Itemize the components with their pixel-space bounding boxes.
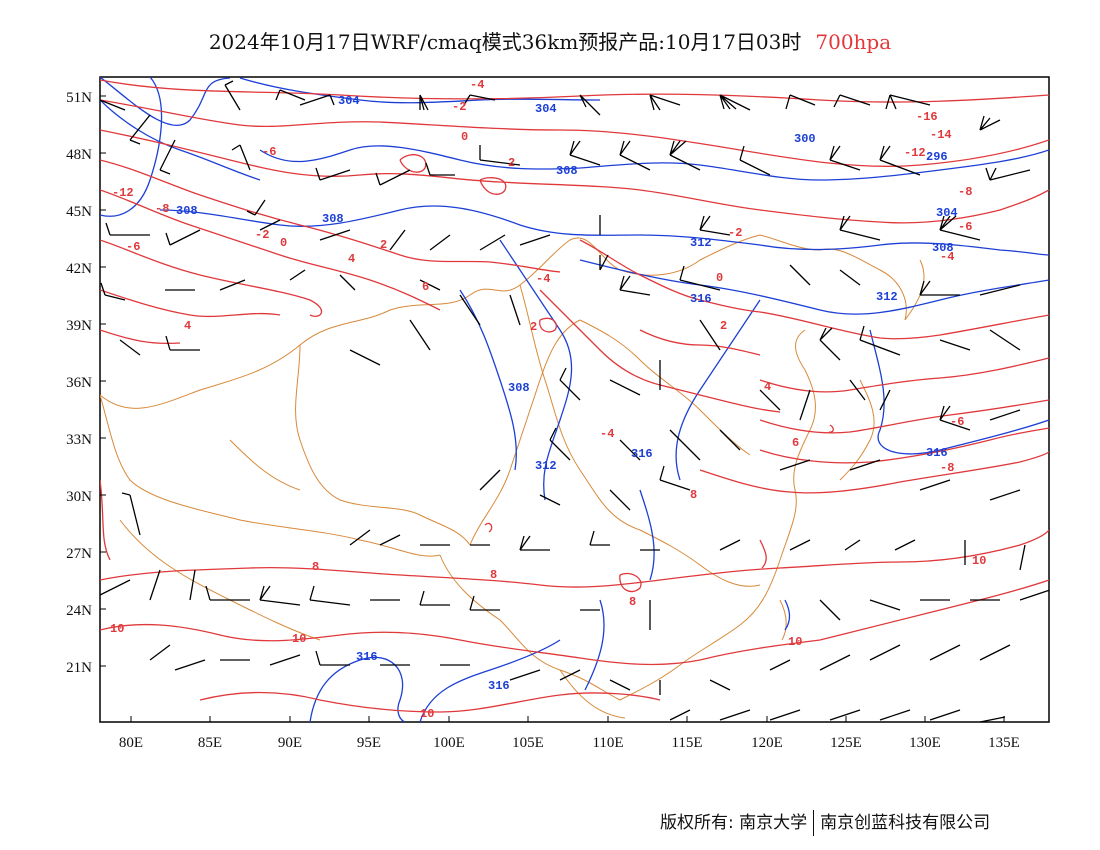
temperature-label: -2 bbox=[728, 226, 742, 240]
lon-ticks bbox=[130, 716, 1005, 722]
height-label-group: 304 304 308 308 308 312 316 308 312 316 … bbox=[176, 94, 958, 693]
temperature-label: -4 bbox=[940, 250, 954, 264]
lon-labels: 80E 85E 90E 95E 100E 105E 110E 115E 120E… bbox=[119, 735, 1020, 751]
lat-label: 42N bbox=[66, 261, 92, 277]
temperature-label: 10 bbox=[972, 554, 986, 568]
height-label: 300 bbox=[794, 132, 816, 146]
temperature-label: -8 bbox=[155, 202, 169, 216]
temperature-label: 0 bbox=[716, 271, 723, 285]
lat-label: 39N bbox=[66, 318, 92, 334]
lat-label: 30N bbox=[66, 489, 92, 505]
temperature-label: 8 bbox=[312, 560, 319, 574]
temperature-label: 8 bbox=[490, 568, 497, 582]
lon-label: 85E bbox=[198, 735, 222, 751]
lat-label: 27N bbox=[66, 546, 92, 562]
lon-label: 100E bbox=[433, 735, 465, 751]
height-label: 312 bbox=[690, 236, 712, 250]
copyright-footer: 版权所有: 南京大学 南京创蓝科技有限公司 bbox=[660, 808, 990, 836]
height-label: 316 bbox=[631, 447, 653, 461]
height-label: 308 bbox=[932, 241, 954, 255]
temperature-label: 8 bbox=[629, 595, 636, 609]
height-label: 316 bbox=[926, 446, 948, 460]
lat-ticks bbox=[100, 95, 106, 667]
temperature-label: -8 bbox=[958, 185, 972, 199]
lon-label: 105E bbox=[512, 735, 544, 751]
temperature-label: 10 bbox=[110, 622, 124, 636]
temperature-label: 4 bbox=[184, 319, 191, 333]
temperature-label: 4 bbox=[764, 380, 771, 394]
temperature-label: -2 bbox=[452, 100, 466, 114]
temperature-label: -6 bbox=[950, 415, 964, 429]
temperature-label: -2 bbox=[255, 228, 269, 242]
lat-label: 24N bbox=[66, 603, 92, 619]
temperature-label: -4 bbox=[600, 427, 614, 441]
temperature-contours bbox=[100, 79, 1049, 713]
temperature-label: 8 bbox=[690, 488, 697, 502]
height-label: 308 bbox=[176, 204, 198, 218]
lon-label: 80E bbox=[119, 735, 143, 751]
height-label: 308 bbox=[508, 381, 530, 395]
temperature-label: 4 bbox=[348, 252, 355, 266]
temperature-label: -4 bbox=[470, 78, 484, 92]
height-label: 316 bbox=[488, 679, 510, 693]
height-label: 296 bbox=[926, 150, 948, 164]
height-label: 316 bbox=[356, 650, 378, 664]
lon-label: 90E bbox=[278, 735, 302, 751]
temperature-label: -16 bbox=[916, 110, 938, 124]
temperature-label: -6 bbox=[262, 145, 276, 159]
temperature-label: 0 bbox=[280, 236, 287, 250]
temperature-label: 10 bbox=[292, 632, 306, 646]
wind-barbs bbox=[100, 80, 1049, 722]
lon-label: 130E bbox=[909, 735, 941, 751]
temperature-label: -4 bbox=[536, 272, 550, 286]
temperature-label: 2 bbox=[380, 238, 387, 252]
height-label: 312 bbox=[876, 290, 898, 304]
lat-label: 45N bbox=[66, 204, 92, 220]
temperature-label: -6 bbox=[126, 240, 140, 254]
lon-label: 110E bbox=[592, 735, 623, 751]
height-label: 304 bbox=[936, 206, 958, 220]
height-label: 312 bbox=[535, 459, 557, 473]
temperature-label: 6 bbox=[792, 436, 799, 450]
lon-label: 125E bbox=[830, 735, 862, 751]
copyright-right: 南京创蓝科技有限公司 bbox=[820, 813, 991, 833]
footer-divider bbox=[813, 810, 815, 836]
lat-label: 51N bbox=[66, 90, 92, 106]
temperature-label: 2 bbox=[508, 156, 515, 170]
title-main: 2024年10月17日WRF/cmaq模式36km预报产品:10月17日03时 bbox=[208, 30, 802, 54]
lat-labels: 51N 48N 45N 42N 39N 36N 33N 30N 27N 24N … bbox=[66, 90, 92, 676]
lat-label: 36N bbox=[66, 375, 92, 391]
lat-label: 21N bbox=[66, 660, 92, 676]
lon-label: 120E bbox=[751, 735, 783, 751]
height-label: 316 bbox=[690, 292, 712, 306]
height-label: 308 bbox=[556, 164, 578, 178]
map-title: 2024年10月17日WRF/cmaq模式36km预报产品:10月17日03时 7… bbox=[0, 26, 1100, 55]
lon-label: 135E bbox=[988, 735, 1020, 751]
lat-label: 48N bbox=[66, 147, 92, 163]
temperature-label: 2 bbox=[720, 319, 727, 333]
temperature-label: -8 bbox=[940, 461, 954, 475]
temperature-label: 2 bbox=[530, 320, 537, 334]
title-level: 700hpa bbox=[815, 30, 892, 54]
temperature-label: 10 bbox=[788, 635, 802, 649]
lon-label: 115E bbox=[671, 735, 702, 751]
temperature-label: -12 bbox=[904, 146, 926, 160]
copyright-left: 版权所有: 南京大学 bbox=[660, 813, 808, 833]
temperature-label: -12 bbox=[112, 186, 134, 200]
plot-frame bbox=[99, 76, 1050, 723]
temperature-label: -6 bbox=[958, 220, 972, 234]
temperature-label: -14 bbox=[930, 128, 952, 142]
lat-label: 33N bbox=[66, 432, 92, 448]
temperature-label: 0 bbox=[461, 130, 468, 144]
height-label: 304 bbox=[338, 94, 360, 108]
temperature-label-group: -4 -2 0 2 -6 -12 -8 -6 -2 0 2 4 6 4 2 -4… bbox=[110, 78, 986, 721]
temperature-label: 10 bbox=[420, 707, 434, 721]
temperature-label: 6 bbox=[422, 280, 429, 294]
height-label: 304 bbox=[535, 102, 557, 116]
height-label: 308 bbox=[322, 212, 344, 226]
lon-label: 95E bbox=[357, 735, 381, 751]
